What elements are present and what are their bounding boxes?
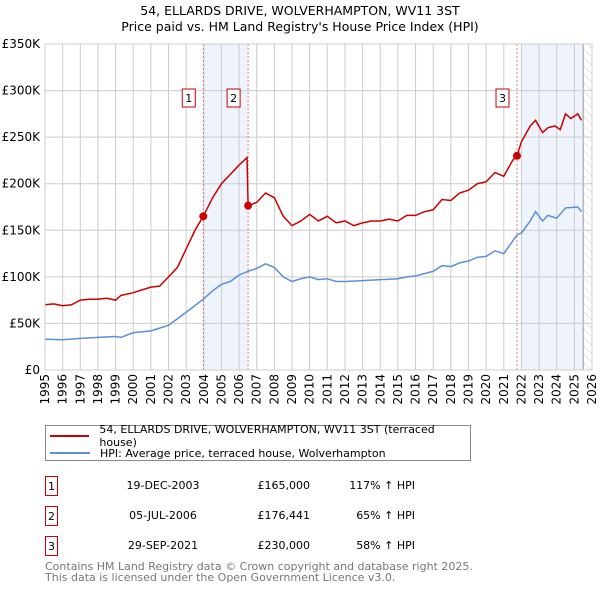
future-hatch [583,44,592,370]
y-tick-label: £100K [2,270,42,284]
y-tick-label: £200K [2,177,42,191]
sale-marker-box [181,88,196,108]
y-tick-label: £0 [25,363,40,377]
x-tick-label: 2017 [426,374,440,405]
y-tick-label: £150K [2,223,42,237]
sale-price: £230,000 [257,539,311,552]
x-tick-label: 2001 [144,374,158,405]
y-tick-label: £50K [9,316,41,330]
legend-label: 54, ELLARDS DRIVE, WOLVERHAMPTON, WV11 3… [99,423,435,449]
hpi-line [44,206,583,341]
x-tick-label: 1999 [109,374,123,405]
plot-border [44,43,593,371]
x-tick-label: 1998 [91,374,105,405]
sale-row: 1 19-DEC-2003 £165,000 117% ↑ HPI [45,476,445,498]
x-tick-label: 2015 [391,374,405,405]
sale-price: £165,000 [257,479,311,492]
sale-row: 3 29-SEP-2021 £230,000 58% ↑ HPI [45,536,445,558]
sale-hpi: 65% ↑ HPI [356,509,415,522]
x-tick-label: 2010 [303,374,317,405]
legend-swatch-red [50,435,90,437]
y-tick-label: £350K [2,37,42,51]
sale-date: 19-DEC-2003 [126,479,200,492]
legend-item-hpi: HPI: Average price, terraced house, Wolv… [50,446,386,460]
x-tick-label: 2003 [179,374,193,405]
legend-swatch-blue [50,452,90,454]
x-tick-label: 2002 [162,374,176,405]
sale-price: £176,441 [257,509,311,522]
legend-label: HPI: Average price, terraced house, Wolv… [100,446,386,460]
x-tick-label: 2021 [497,374,511,405]
x-tick-label: 2025 [567,374,581,405]
x-tick-label: 2000 [126,374,140,405]
x-tick-label: 2005 [214,374,228,405]
sale-marker-label: 3 [45,536,58,556]
x-tick-label: 2004 [197,374,211,405]
x-tick-label: 2022 [514,374,528,405]
x-tick-label: 1996 [56,374,70,405]
sale-marker-number: 2 [230,92,237,105]
legend: 54, ELLARDS DRIVE, WOLVERHAMPTON, WV11 3… [45,423,471,461]
x-tick-label: 2020 [479,374,493,405]
x-tick-label: 2008 [267,374,281,405]
x-tick-label: 2014 [373,374,387,405]
sale-point [199,212,208,221]
footer-copyright: Contains HM Land Registry data © Crown c… [45,560,473,573]
sale-date: 29-SEP-2021 [127,539,199,552]
sale-hpi: 117% ↑ HPI [349,479,415,492]
footer-licence: This data is licensed under the Open Gov… [45,571,396,584]
x-tick-label: 1997 [73,374,87,405]
legend-item-property: 54, ELLARDS DRIVE, WOLVERHAMPTON, WV11 3… [50,423,470,449]
sale-marker-box [226,88,241,108]
plot-area: 1995 1996 1997 1998 1999 2000 2001 2002 2003 2004… [2,37,599,405]
x-tick-label: 2012 [338,374,352,405]
sale-marker-box [495,88,510,108]
sale-row: 2 05-JUL-2006 £176,441 65% ↑ HPI [45,506,445,528]
sale-point [513,151,522,160]
sale-hpi: 58% ↑ HPI [356,539,415,552]
x-tick-label: 2013 [356,374,370,405]
sale-point [244,201,253,210]
x-tick-label: 2011 [320,374,334,405]
x-tick-label: 2006 [232,374,246,405]
x-tick-label: 2007 [250,374,264,405]
sale-marker-number: 1 [185,92,192,105]
x-tick-label: 2016 [409,374,423,405]
y-tick-label: £300K [2,84,42,98]
chart-title: 54, ELLARDS DRIVE, WOLVERHAMPTON, WV11 3… [140,3,460,18]
x-tick-label: 2024 [550,374,564,405]
chart-subtitle: Price paid vs. HM Land Registry's House … [121,19,479,34]
sale-marker-label: 2 [45,506,58,526]
sale-marker-label: 1 [45,476,58,496]
x-tick-label: 2026 [585,374,599,405]
x-tick-label: 2009 [285,374,299,405]
sale-date: 05-JUL-2006 [129,509,197,522]
sale-marker-number: 3 [499,92,506,105]
y-tick-label: £250K [2,130,42,144]
x-tick-label: 1995 [38,374,52,405]
x-tick-label: 2019 [461,374,475,405]
shaded-range [203,44,249,370]
x-tick-label: 2023 [532,374,546,405]
x-tick-label: 2018 [444,374,458,405]
